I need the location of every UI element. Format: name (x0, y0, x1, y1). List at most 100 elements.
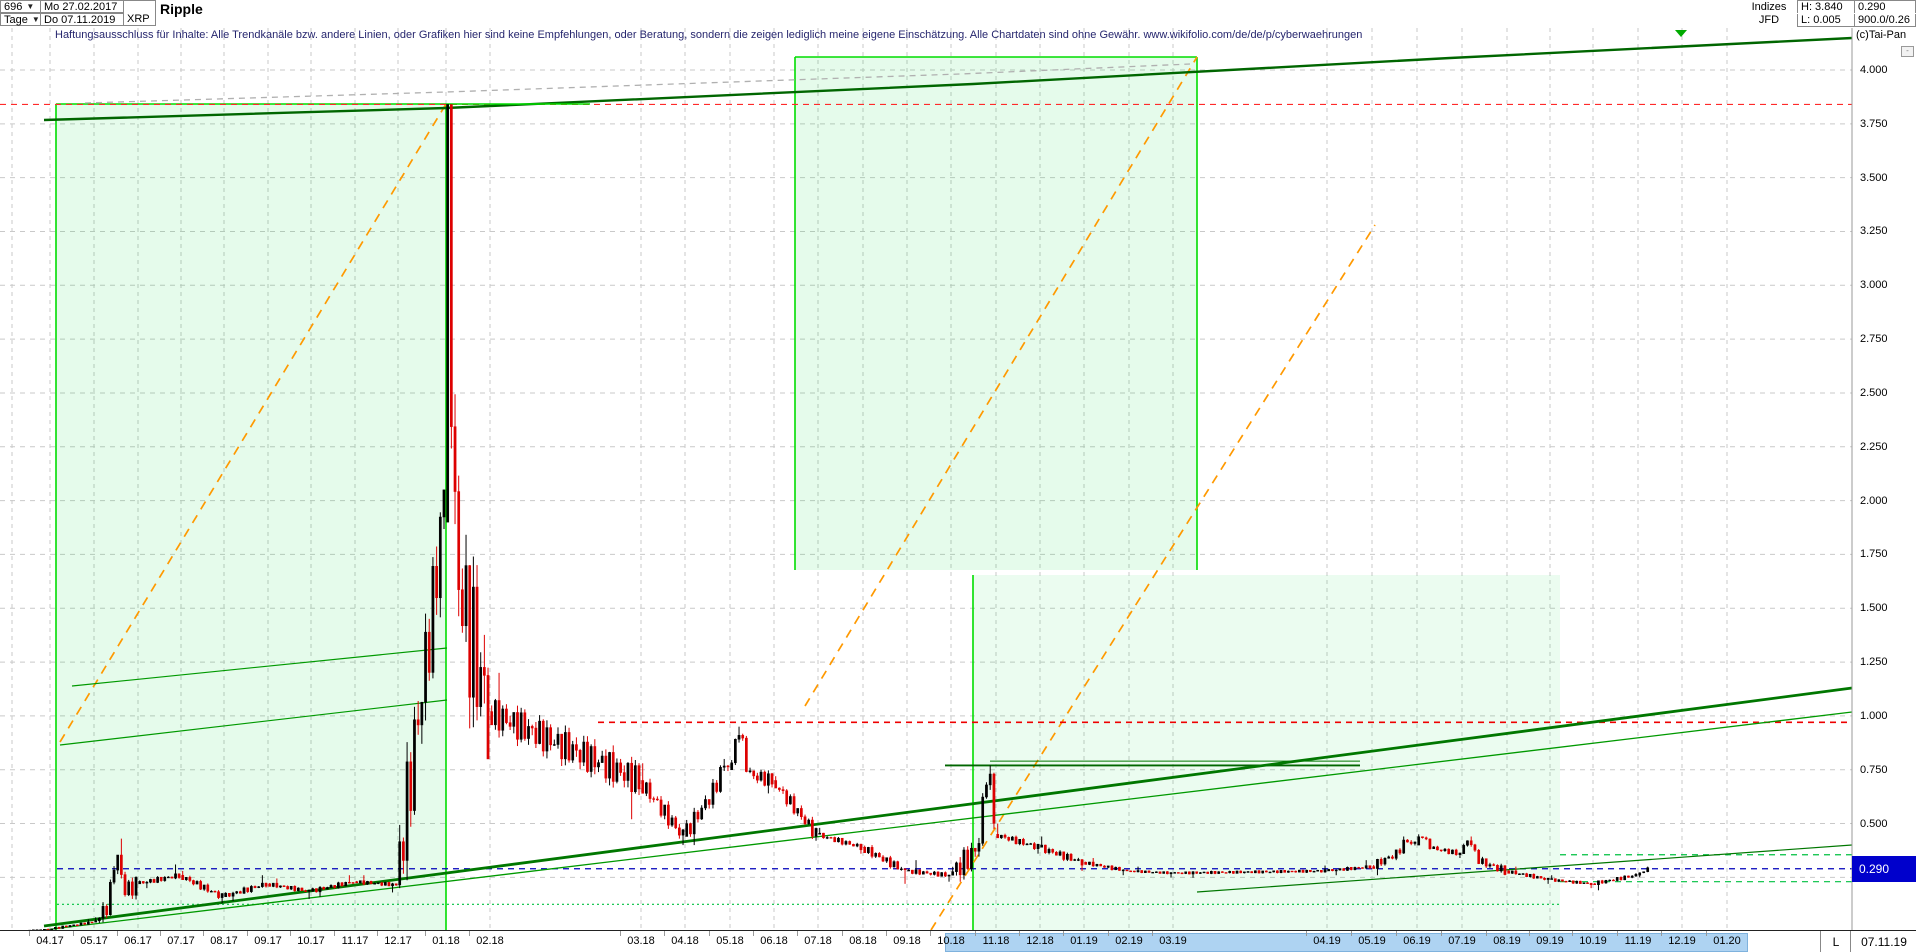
price-axis-label: 3.000 (1860, 279, 1888, 292)
month-label: 07.18 (804, 935, 832, 947)
candle-body (1575, 880, 1579, 884)
candle-body (1406, 839, 1409, 843)
lower-minor-trendline (1196, 844, 1853, 893)
candle-body (271, 882, 275, 887)
month-label: 12.18 (1026, 935, 1054, 947)
candle-body (645, 782, 648, 794)
candle-body (220, 893, 224, 898)
candle-body (239, 891, 242, 894)
period-dropdown[interactable]: Tage ▼ (0, 13, 41, 26)
month-tick (377, 931, 378, 936)
candle-body (726, 765, 730, 768)
candle-body (1320, 870, 1323, 873)
candle-body (1608, 879, 1612, 882)
candle-body (1246, 871, 1250, 873)
candle-body (538, 720, 541, 744)
candle-body (534, 727, 538, 744)
candle-body (1095, 864, 1099, 867)
candle-body (508, 722, 512, 727)
candle-body (1331, 869, 1334, 872)
candle-body (1334, 869, 1338, 872)
candle-body (1557, 879, 1561, 882)
candle-body (1492, 864, 1496, 866)
candle-body (376, 882, 380, 884)
candle-body (282, 885, 286, 888)
month-tick (73, 931, 74, 936)
candle-body (405, 761, 409, 861)
month-label: 09.19 (1536, 935, 1564, 947)
candle-body (940, 872, 944, 877)
candle-body (1357, 867, 1361, 869)
candle-body (814, 828, 818, 837)
month-label: 04.19 (1313, 935, 1341, 947)
candle-body (796, 808, 800, 814)
candle-body (1051, 849, 1055, 853)
candle-body (958, 862, 962, 876)
candle-body (83, 922, 87, 925)
month-label: 06.17 (124, 935, 152, 947)
month-label: 05.19 (1358, 935, 1386, 947)
candle-body (889, 857, 892, 868)
date-from-cell[interactable]: Mo 27.02.2017 (40, 0, 124, 13)
last-flag-cell: L (1820, 931, 1851, 952)
zone-2018-19-projection (795, 57, 1197, 570)
candle-body (977, 843, 981, 852)
month-tick (1019, 931, 1020, 936)
candle-body (878, 853, 881, 858)
candle-body (641, 780, 645, 794)
candle-body (464, 565, 468, 627)
month-label: 02.19 (1115, 935, 1143, 947)
candle-body (373, 883, 376, 885)
candle-body (885, 857, 889, 862)
candle-body (981, 796, 985, 844)
candle-body (1417, 836, 1421, 846)
candle-body (1121, 869, 1125, 872)
candle-body (105, 906, 109, 915)
month-tick (1063, 931, 1064, 936)
candle-body (1546, 877, 1550, 880)
candle-body (1564, 880, 1568, 883)
candle-body (1257, 870, 1261, 874)
date-to-cell[interactable]: Do 07.11.2019 (40, 13, 124, 26)
candle-body (1582, 882, 1586, 884)
candle-body (61, 925, 65, 929)
candle-body (1301, 869, 1305, 873)
bars-count-dropdown[interactable]: 696 ▼ (0, 0, 41, 13)
candle-body (152, 879, 156, 883)
candle-body (512, 712, 516, 727)
candle-body (475, 586, 479, 707)
candle-body (1007, 837, 1011, 841)
symbol-cell-top (123, 0, 156, 13)
candle-body (837, 837, 840, 843)
candle-body (286, 886, 289, 890)
candle-body (156, 876, 159, 883)
candle-body (1091, 861, 1095, 867)
candle-body (1316, 870, 1320, 872)
low-cell: L: 0.005 (1797, 14, 1855, 27)
candle-body (1391, 856, 1394, 859)
month-tick (664, 931, 665, 936)
collapse-panel-button[interactable]: - (1901, 46, 1914, 57)
candle-body (955, 862, 958, 872)
candle-body (1536, 876, 1539, 879)
candle-body (1199, 872, 1202, 874)
month-label: 09.18 (893, 935, 921, 947)
candle-body (311, 888, 315, 892)
candle-body (696, 811, 700, 820)
candle-body (1553, 878, 1557, 882)
candle-body (391, 883, 394, 887)
candle-body (177, 873, 181, 878)
candle-body (1432, 846, 1436, 849)
candle-body (1510, 870, 1514, 874)
candle-body (72, 924, 76, 926)
candle-body (1353, 867, 1357, 870)
month-label: 06.18 (760, 935, 788, 947)
candle-body (840, 837, 844, 845)
candle-body (874, 853, 878, 857)
candle-body (1514, 870, 1518, 875)
candle-body (192, 880, 195, 885)
candle-body (1507, 870, 1511, 874)
candle-body (1499, 865, 1503, 872)
period-value: Tage (4, 13, 28, 26)
